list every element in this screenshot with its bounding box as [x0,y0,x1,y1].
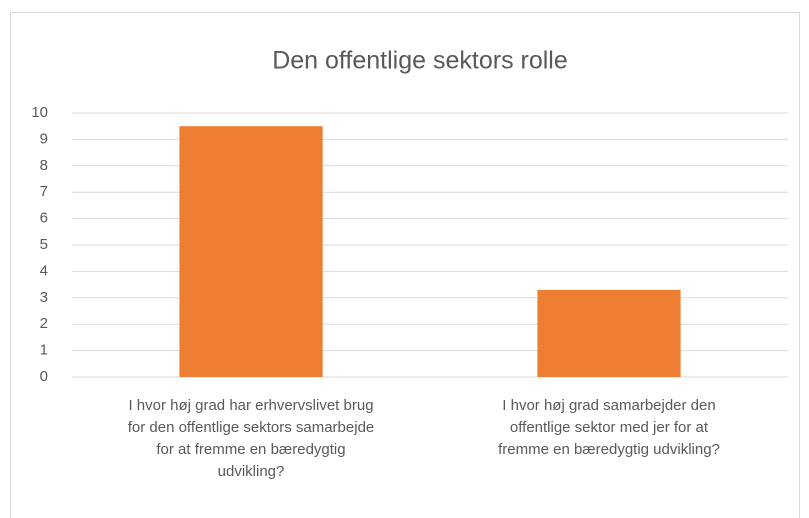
y-tick-label: 0 [40,368,48,385]
y-tick-label: 2 [40,315,48,332]
chart-border [10,12,800,518]
x-tick-label: I hvor høj grad samarbejder den offentli… [498,397,720,458]
y-tick-label: 8 [40,157,48,174]
bar [179,126,323,377]
bar [537,289,681,377]
y-tick-label: 6 [40,210,48,227]
y-tick-label: 10 [31,104,48,121]
chart-title: Den offentlige sektors rolle [272,47,568,75]
x-tick-label: I hvor høj grad har erhvervslivet brug f… [127,397,375,480]
y-tick-label: 7 [40,183,48,200]
y-tick-label: 5 [40,236,48,253]
y-tick-label: 9 [40,130,48,147]
y-tick-label: 3 [40,289,48,306]
y-tick-label: 1 [40,342,48,359]
y-tick-label: 4 [40,262,48,279]
x-tick-label-box: I hvor høj grad har erhvervslivet brug f… [127,397,375,480]
x-tick-label-box: I hvor høj grad samarbejder den offentli… [498,397,720,458]
